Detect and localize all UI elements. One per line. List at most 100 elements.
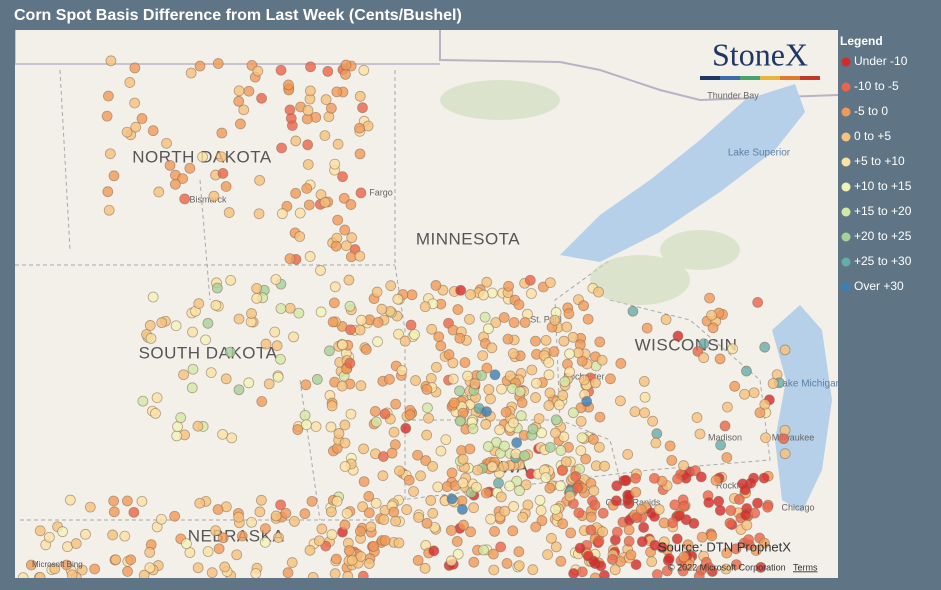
station-dot xyxy=(421,383,433,395)
station-dot xyxy=(251,282,263,294)
station-dot xyxy=(510,448,522,460)
stations xyxy=(17,55,791,578)
station-dot xyxy=(554,480,566,492)
station-dot xyxy=(25,559,37,571)
station-dot xyxy=(544,441,556,453)
terms-link[interactable]: Terms xyxy=(793,562,818,572)
station-dot xyxy=(358,64,370,76)
station-dot xyxy=(178,369,189,381)
station-dot xyxy=(363,558,375,569)
station-dot xyxy=(446,467,458,479)
station-dot xyxy=(464,313,475,325)
station-dot xyxy=(501,558,513,569)
station-dot xyxy=(338,192,350,204)
station-dot xyxy=(555,445,567,456)
station-dot xyxy=(585,524,597,536)
station-dot xyxy=(748,387,760,399)
station-dot xyxy=(710,475,722,486)
station-dot xyxy=(233,95,245,107)
station-dot xyxy=(682,539,694,551)
station-dot xyxy=(302,104,314,116)
station-dot xyxy=(208,190,220,202)
station-dot xyxy=(294,207,306,219)
station-dot xyxy=(246,516,257,528)
station-dot xyxy=(331,495,343,507)
station-dot xyxy=(695,471,707,483)
station-dot xyxy=(594,411,606,423)
station-dot xyxy=(660,314,672,325)
station-dot xyxy=(572,482,584,494)
station-dot xyxy=(385,280,397,292)
station-dot xyxy=(615,358,627,369)
station-dot xyxy=(544,387,556,399)
station-dot xyxy=(588,485,600,497)
station-dot xyxy=(403,474,415,486)
station-dot xyxy=(574,542,586,554)
station-dot xyxy=(489,526,500,537)
station-dot xyxy=(611,526,623,538)
station-dot xyxy=(593,441,605,453)
legend-swatch xyxy=(841,132,851,142)
terrain xyxy=(440,80,740,305)
station-dot xyxy=(495,541,507,553)
station-dot xyxy=(431,361,442,373)
station-dot xyxy=(194,497,206,509)
station-dot xyxy=(192,562,204,574)
station-dot xyxy=(425,372,437,384)
station-dot xyxy=(217,428,228,440)
place-label: Lake Michigan xyxy=(777,379,841,390)
station-dot xyxy=(332,138,344,150)
station-dot xyxy=(124,77,136,88)
station-dot xyxy=(164,159,176,171)
station-dot xyxy=(560,456,572,468)
station-dot xyxy=(415,470,426,482)
station-dot xyxy=(546,532,557,544)
station-dot xyxy=(263,378,275,390)
station-dot xyxy=(107,529,118,541)
station-dot xyxy=(313,535,325,547)
station-dot xyxy=(720,563,732,575)
station-dot xyxy=(49,563,61,575)
station-dot xyxy=(388,506,400,518)
station-dot xyxy=(216,127,228,139)
station-dot xyxy=(276,142,287,154)
station-dot xyxy=(225,275,237,286)
station-dot xyxy=(329,568,341,578)
station-dot xyxy=(161,137,172,149)
station-dot xyxy=(508,501,520,512)
station-dot xyxy=(344,300,356,312)
station-dot xyxy=(341,507,353,519)
station-dot xyxy=(550,427,561,439)
legend-label: Over +30 xyxy=(854,279,904,293)
station-dot xyxy=(542,549,554,561)
station-dot xyxy=(754,407,766,419)
station-dot xyxy=(394,465,405,477)
station-dot xyxy=(514,485,525,497)
station-dot xyxy=(272,371,284,383)
station-dot xyxy=(326,400,338,412)
station-dot xyxy=(390,515,401,527)
station-dot xyxy=(457,477,469,489)
station-dot xyxy=(138,569,150,578)
station-dot xyxy=(530,392,541,403)
station-dot xyxy=(147,291,159,303)
legend-label: -10 to -5 xyxy=(854,79,899,93)
station-dot xyxy=(360,344,372,355)
station-dot xyxy=(64,494,76,506)
station-dot xyxy=(186,382,198,394)
station-dot xyxy=(688,518,700,529)
station-dot xyxy=(423,412,434,424)
station-dot xyxy=(357,501,369,513)
station-dot xyxy=(194,60,206,72)
station-dot xyxy=(526,288,537,299)
station-dot xyxy=(629,406,641,418)
station-dot xyxy=(339,437,351,449)
station-dot xyxy=(609,564,621,576)
station-dot xyxy=(559,376,571,388)
station-dot xyxy=(376,303,388,315)
station-dot xyxy=(543,400,555,411)
station-dot xyxy=(556,465,568,476)
station-dot xyxy=(251,292,263,304)
